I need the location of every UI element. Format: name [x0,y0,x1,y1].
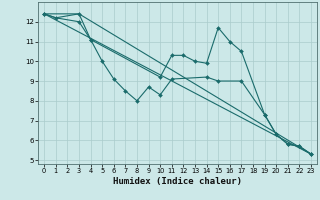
X-axis label: Humidex (Indice chaleur): Humidex (Indice chaleur) [113,177,242,186]
